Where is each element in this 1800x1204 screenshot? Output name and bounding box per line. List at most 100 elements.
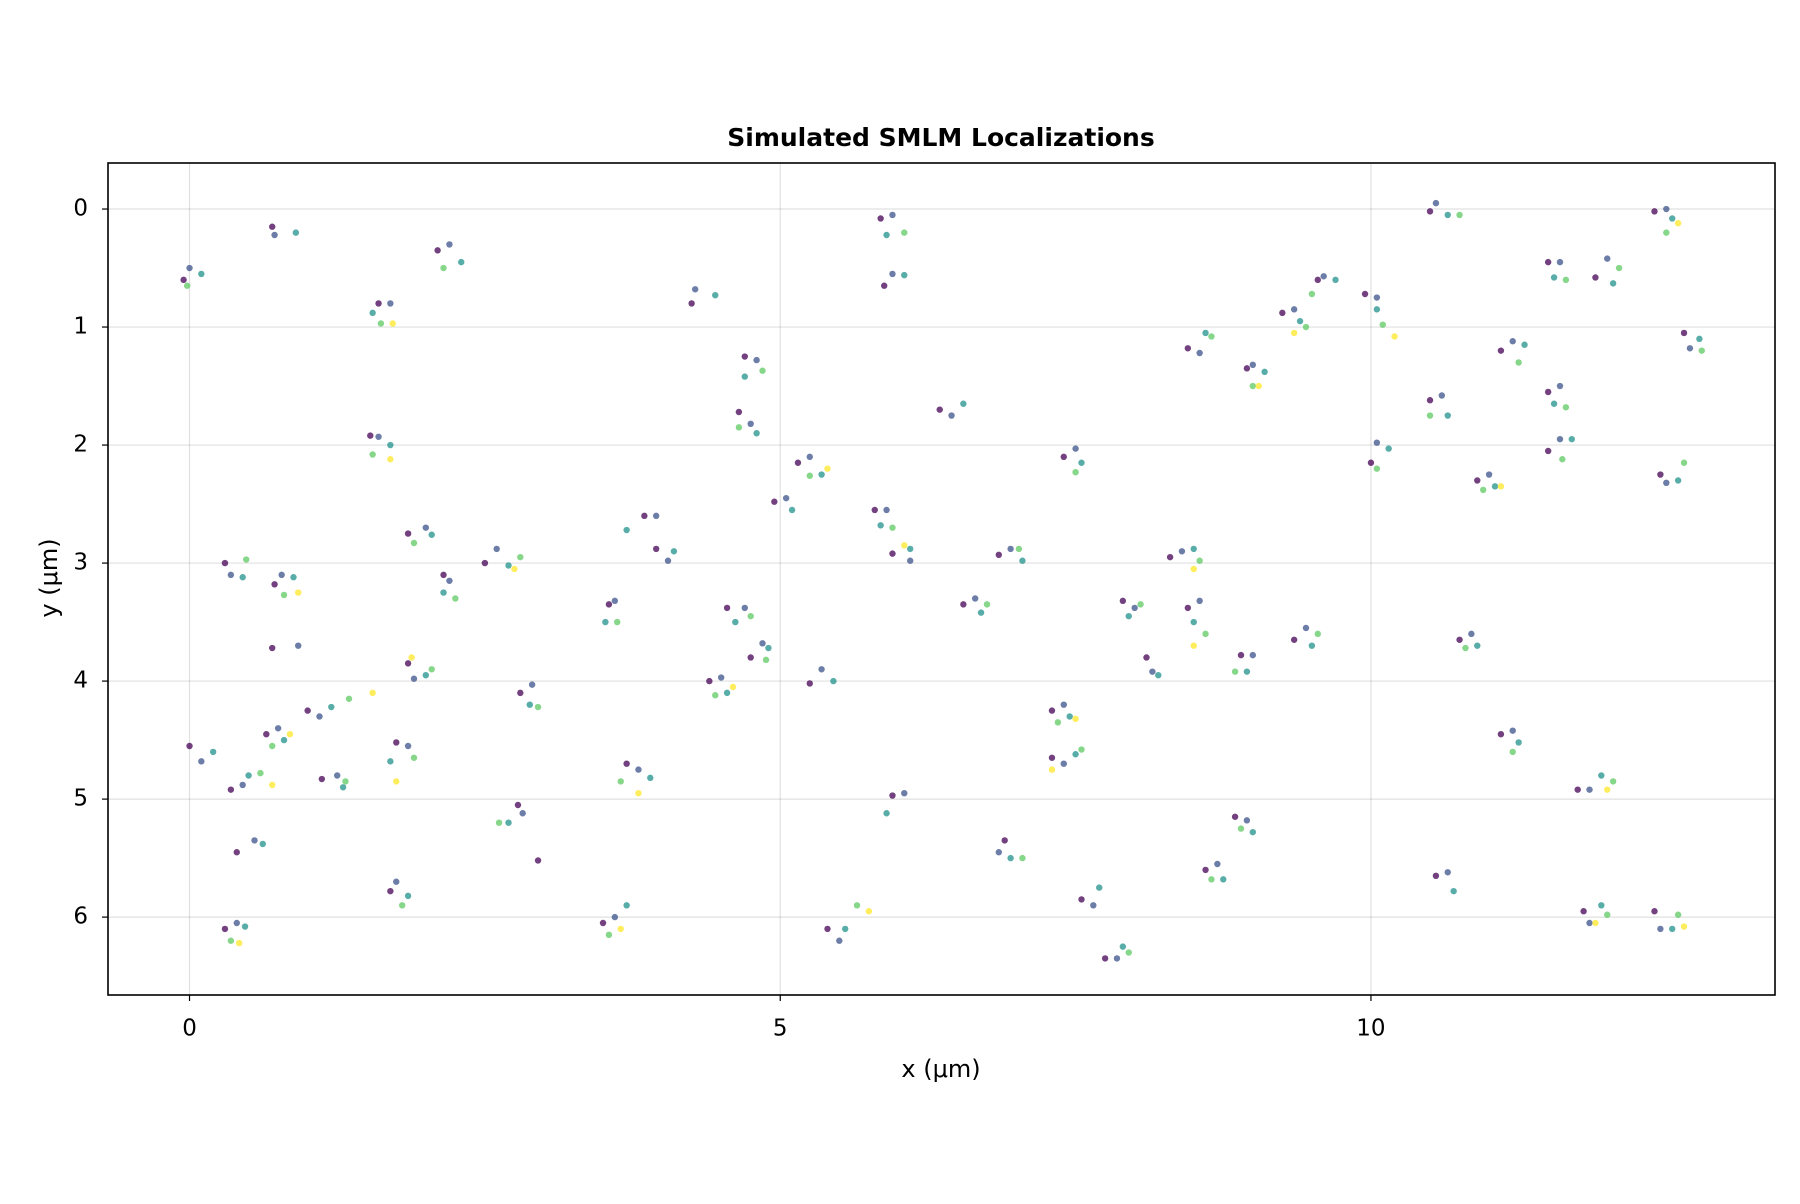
localization-point [906,557,914,564]
localization-point [393,739,400,746]
localization-point [806,472,813,479]
localization-point [183,282,191,289]
localization-point [1373,294,1381,301]
localization-point [1373,465,1381,472]
localization-point [1231,668,1239,675]
localization-point [1604,255,1611,262]
localization-point [1592,274,1599,281]
localization-point [404,660,412,667]
localization-point [410,754,418,761]
localization-point [1680,923,1688,930]
localization-point [877,215,884,222]
localization-point [1385,445,1392,452]
localization-point [1674,477,1682,484]
localization-point [422,524,430,531]
localization-point [387,758,394,765]
localization-point [1444,869,1451,876]
x-tick-label: 5 [773,1016,788,1042]
localization-point [1243,817,1251,824]
localization-point [1373,306,1381,313]
localization-point [404,892,412,900]
localization-point [1696,335,1703,343]
localization-point [881,282,888,289]
localization-point [481,559,489,567]
localization-point [647,774,654,782]
localization-point [759,640,766,647]
localization-point [398,902,406,909]
localization-point [393,778,400,785]
localization-point [410,675,418,682]
localization-point [1019,854,1026,862]
localization-point [1379,321,1386,328]
localization-point [1586,919,1593,927]
localization-point [635,766,642,773]
localization-point [889,792,896,799]
localization-point [1060,701,1067,708]
localization-point [1314,276,1321,284]
localization-point [712,291,719,299]
localization-point [404,742,412,750]
localization-point [995,551,1002,559]
localization-point [735,408,743,416]
localization-point [271,581,278,588]
localization-point [889,524,896,531]
localization-point [1698,347,1705,354]
localization-point [1651,908,1658,915]
localization-point [387,456,394,463]
localization-point [818,471,825,478]
y-tick-label: 5 [73,786,88,812]
localization-point [408,654,415,661]
localization-point [1290,329,1298,337]
localization-point [901,789,908,797]
localization-point [1066,713,1073,720]
localization-point [753,430,760,437]
localization-point [1674,219,1682,227]
points [180,199,1705,962]
localization-point [1202,866,1209,874]
localization-point [1060,453,1067,461]
localization-point [1314,630,1321,638]
ticks: 0 5 10 0 1 2 3 4 5 6 [73,196,1385,1042]
localization-point [1007,854,1014,862]
localization-point [1426,412,1434,419]
localization-point [269,644,276,652]
localization-point [1609,280,1617,287]
localization-point [1131,604,1138,612]
localization-point [617,778,624,785]
localization-point [333,772,341,779]
localization-point [1426,208,1434,215]
localization-point [883,810,890,817]
localization-point [1544,258,1552,266]
localization-point [670,548,678,555]
localization-point [664,557,672,564]
localization-point [1308,290,1316,298]
localization-point [1196,557,1203,564]
localization-point [233,849,240,856]
localization-point [1237,825,1245,832]
localization-point [824,465,831,472]
localization-point [286,730,294,738]
localization-point [389,320,396,327]
localization-point [883,506,890,514]
localization-point [1497,347,1505,354]
localization-point [1474,642,1481,649]
localization-point [977,609,985,616]
localization-point [641,512,648,520]
localization-point [1663,229,1670,236]
localization-point [1604,786,1611,793]
localization-point [741,604,748,612]
localization-point [1208,876,1215,883]
localization-point [617,925,624,933]
localization-point [1669,215,1676,222]
localization-point [747,420,754,428]
localization-point [765,644,772,652]
localization-point [1556,258,1564,266]
localization-point [960,400,967,407]
localization-point [1261,368,1268,376]
localization-point [428,531,435,538]
localization-point [806,453,813,461]
localization-point [712,692,719,699]
localization-point [458,258,465,266]
localization-point [198,758,205,765]
localization-point [1609,778,1617,785]
